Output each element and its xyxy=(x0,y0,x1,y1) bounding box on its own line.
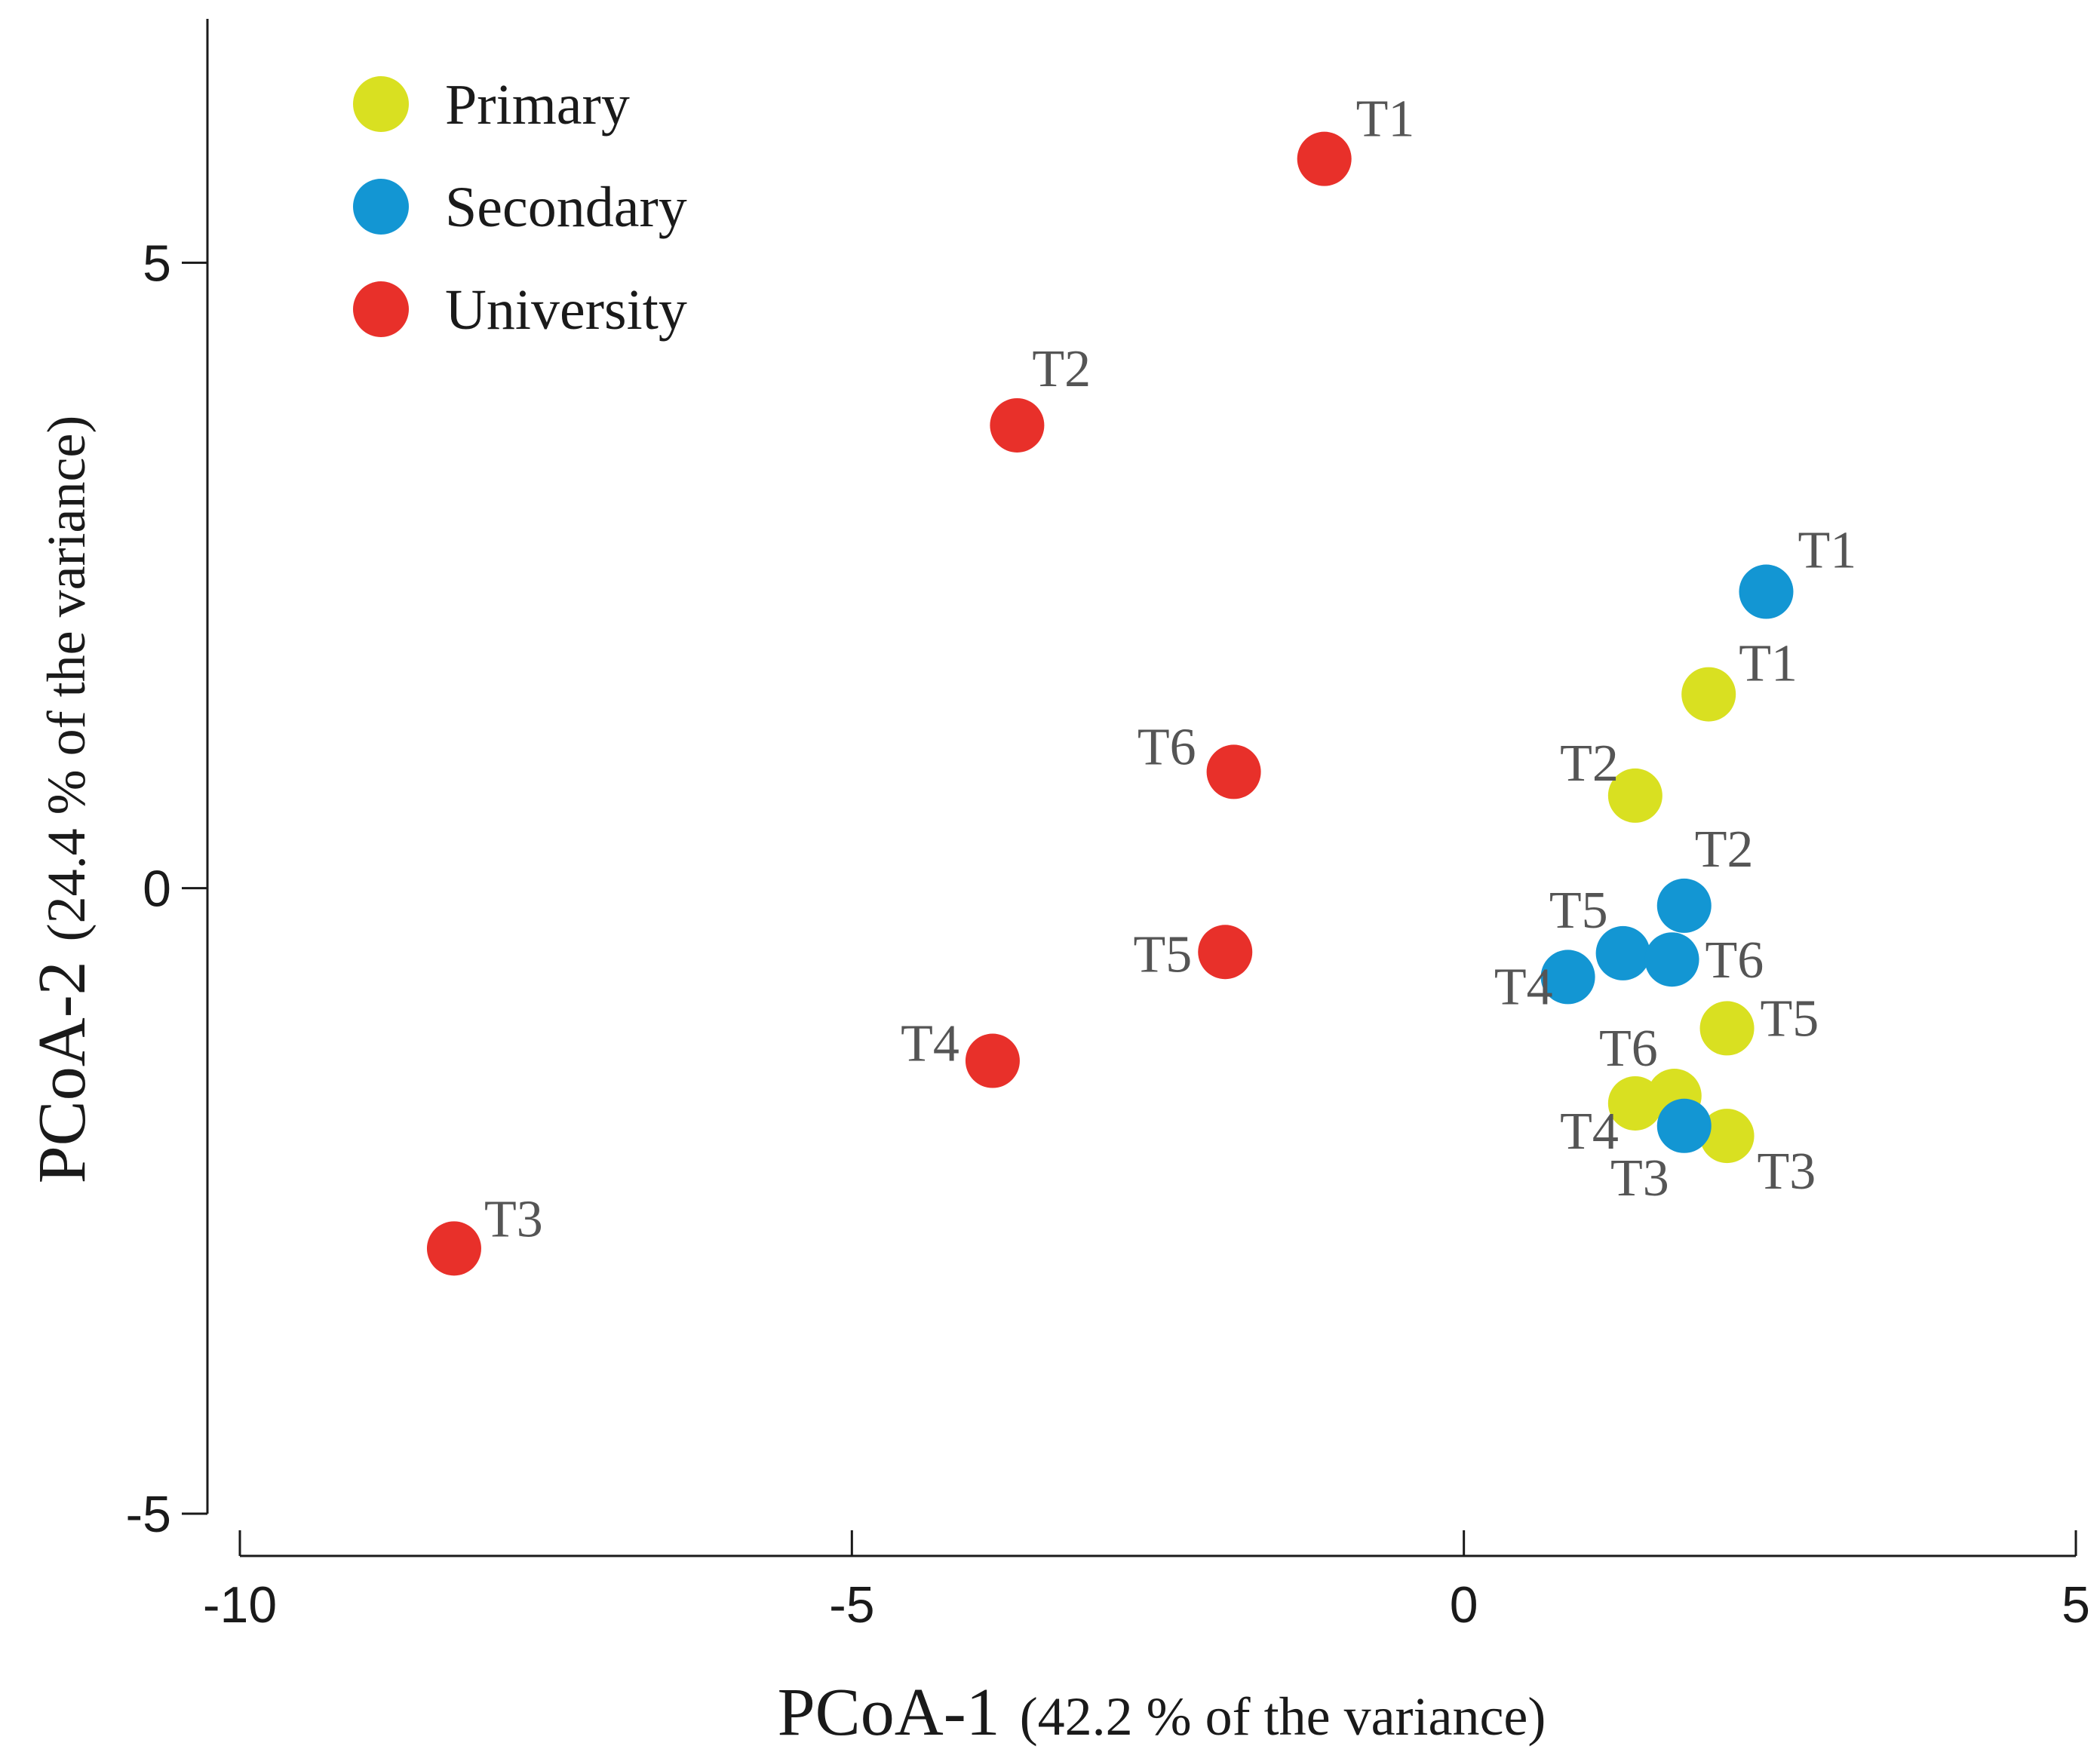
x-axis-title: PCoA-1 (42.2 % of the variance) xyxy=(778,1675,1546,1749)
legend-label-university: University xyxy=(445,278,687,342)
university-point-t6 xyxy=(1206,744,1261,799)
x-tick-label: -5 xyxy=(829,1576,874,1634)
secondary-point-t5 xyxy=(1595,925,1650,980)
university-label-t5: T5 xyxy=(1133,925,1192,983)
primary-label-t6: T6 xyxy=(1599,1020,1658,1078)
secondary-point-t6 xyxy=(1644,932,1699,987)
y-tick-label: -5 xyxy=(126,1486,171,1543)
scatter-points xyxy=(426,131,1794,1276)
university-label-t3: T3 xyxy=(484,1190,543,1248)
secondary-point-t1 xyxy=(1739,564,1794,619)
legend-marker-university xyxy=(353,281,409,337)
secondary-point-t3 xyxy=(1656,1098,1712,1153)
legend-marker-primary xyxy=(353,76,409,132)
primary-point-t3 xyxy=(1699,1109,1755,1164)
primary-label-t2: T2 xyxy=(1560,735,1619,793)
secondary-point-t4 xyxy=(1540,950,1595,1005)
secondary-point-t2 xyxy=(1656,878,1712,933)
primary-label-t5: T5 xyxy=(1761,990,1819,1048)
secondary-label-t6: T6 xyxy=(1705,931,1764,990)
university-point-t2 xyxy=(990,397,1045,453)
primary-point-t5 xyxy=(1699,1001,1755,1056)
x-axis-ticks: -10 -5 0 5 xyxy=(203,1530,2090,1634)
legend-label-primary: Primary xyxy=(445,73,630,137)
x-axis-title-sub: (42.2 % of the variance) xyxy=(1020,1686,1546,1747)
x-tick-label: 5 xyxy=(2062,1576,2090,1634)
secondary-label-t2: T2 xyxy=(1695,821,1754,879)
y-tick-label: 0 xyxy=(143,861,171,918)
university-point-t1 xyxy=(1297,131,1352,186)
secondary-label-t3: T3 xyxy=(1610,1149,1669,1207)
y-axis-title-main: PCoA-2 xyxy=(25,961,100,1183)
university-label-t4: T4 xyxy=(901,1015,959,1073)
university-point-t3 xyxy=(426,1221,481,1276)
university-point-t5 xyxy=(1198,925,1253,980)
primary-label-t4: T4 xyxy=(1560,1103,1619,1161)
y-axis-title: PCoA-2 (24.4 % of the variance) xyxy=(25,416,100,1184)
primary-label-t3: T3 xyxy=(1758,1143,1816,1201)
primary-point-t1 xyxy=(1681,667,1736,722)
x-axis-title-main: PCoA-1 xyxy=(778,1675,1000,1749)
y-axis-ticks: -5 0 5 xyxy=(126,235,207,1543)
secondary-label-t5: T5 xyxy=(1549,882,1608,940)
secondary-label-t1: T1 xyxy=(1798,522,1856,580)
primary-point-t2 xyxy=(1607,768,1662,823)
university-point-t4 xyxy=(965,1033,1020,1088)
secondary-label-t4: T4 xyxy=(1494,958,1553,1016)
y-axis-title-sub: (24.4 % of the variance) xyxy=(36,416,97,942)
legend: Primary Secondary University xyxy=(353,73,687,342)
university-label-t2: T2 xyxy=(1032,340,1091,398)
x-tick-label: 0 xyxy=(1450,1576,1478,1634)
legend-marker-secondary xyxy=(353,179,409,235)
primary-label-t1: T1 xyxy=(1739,635,1798,693)
x-tick-label: -10 xyxy=(203,1576,277,1634)
university-label-t1: T1 xyxy=(1356,91,1415,149)
university-label-t6: T6 xyxy=(1138,718,1196,776)
y-tick-label: 5 xyxy=(143,235,171,292)
legend-label-secondary: Secondary xyxy=(445,176,687,239)
